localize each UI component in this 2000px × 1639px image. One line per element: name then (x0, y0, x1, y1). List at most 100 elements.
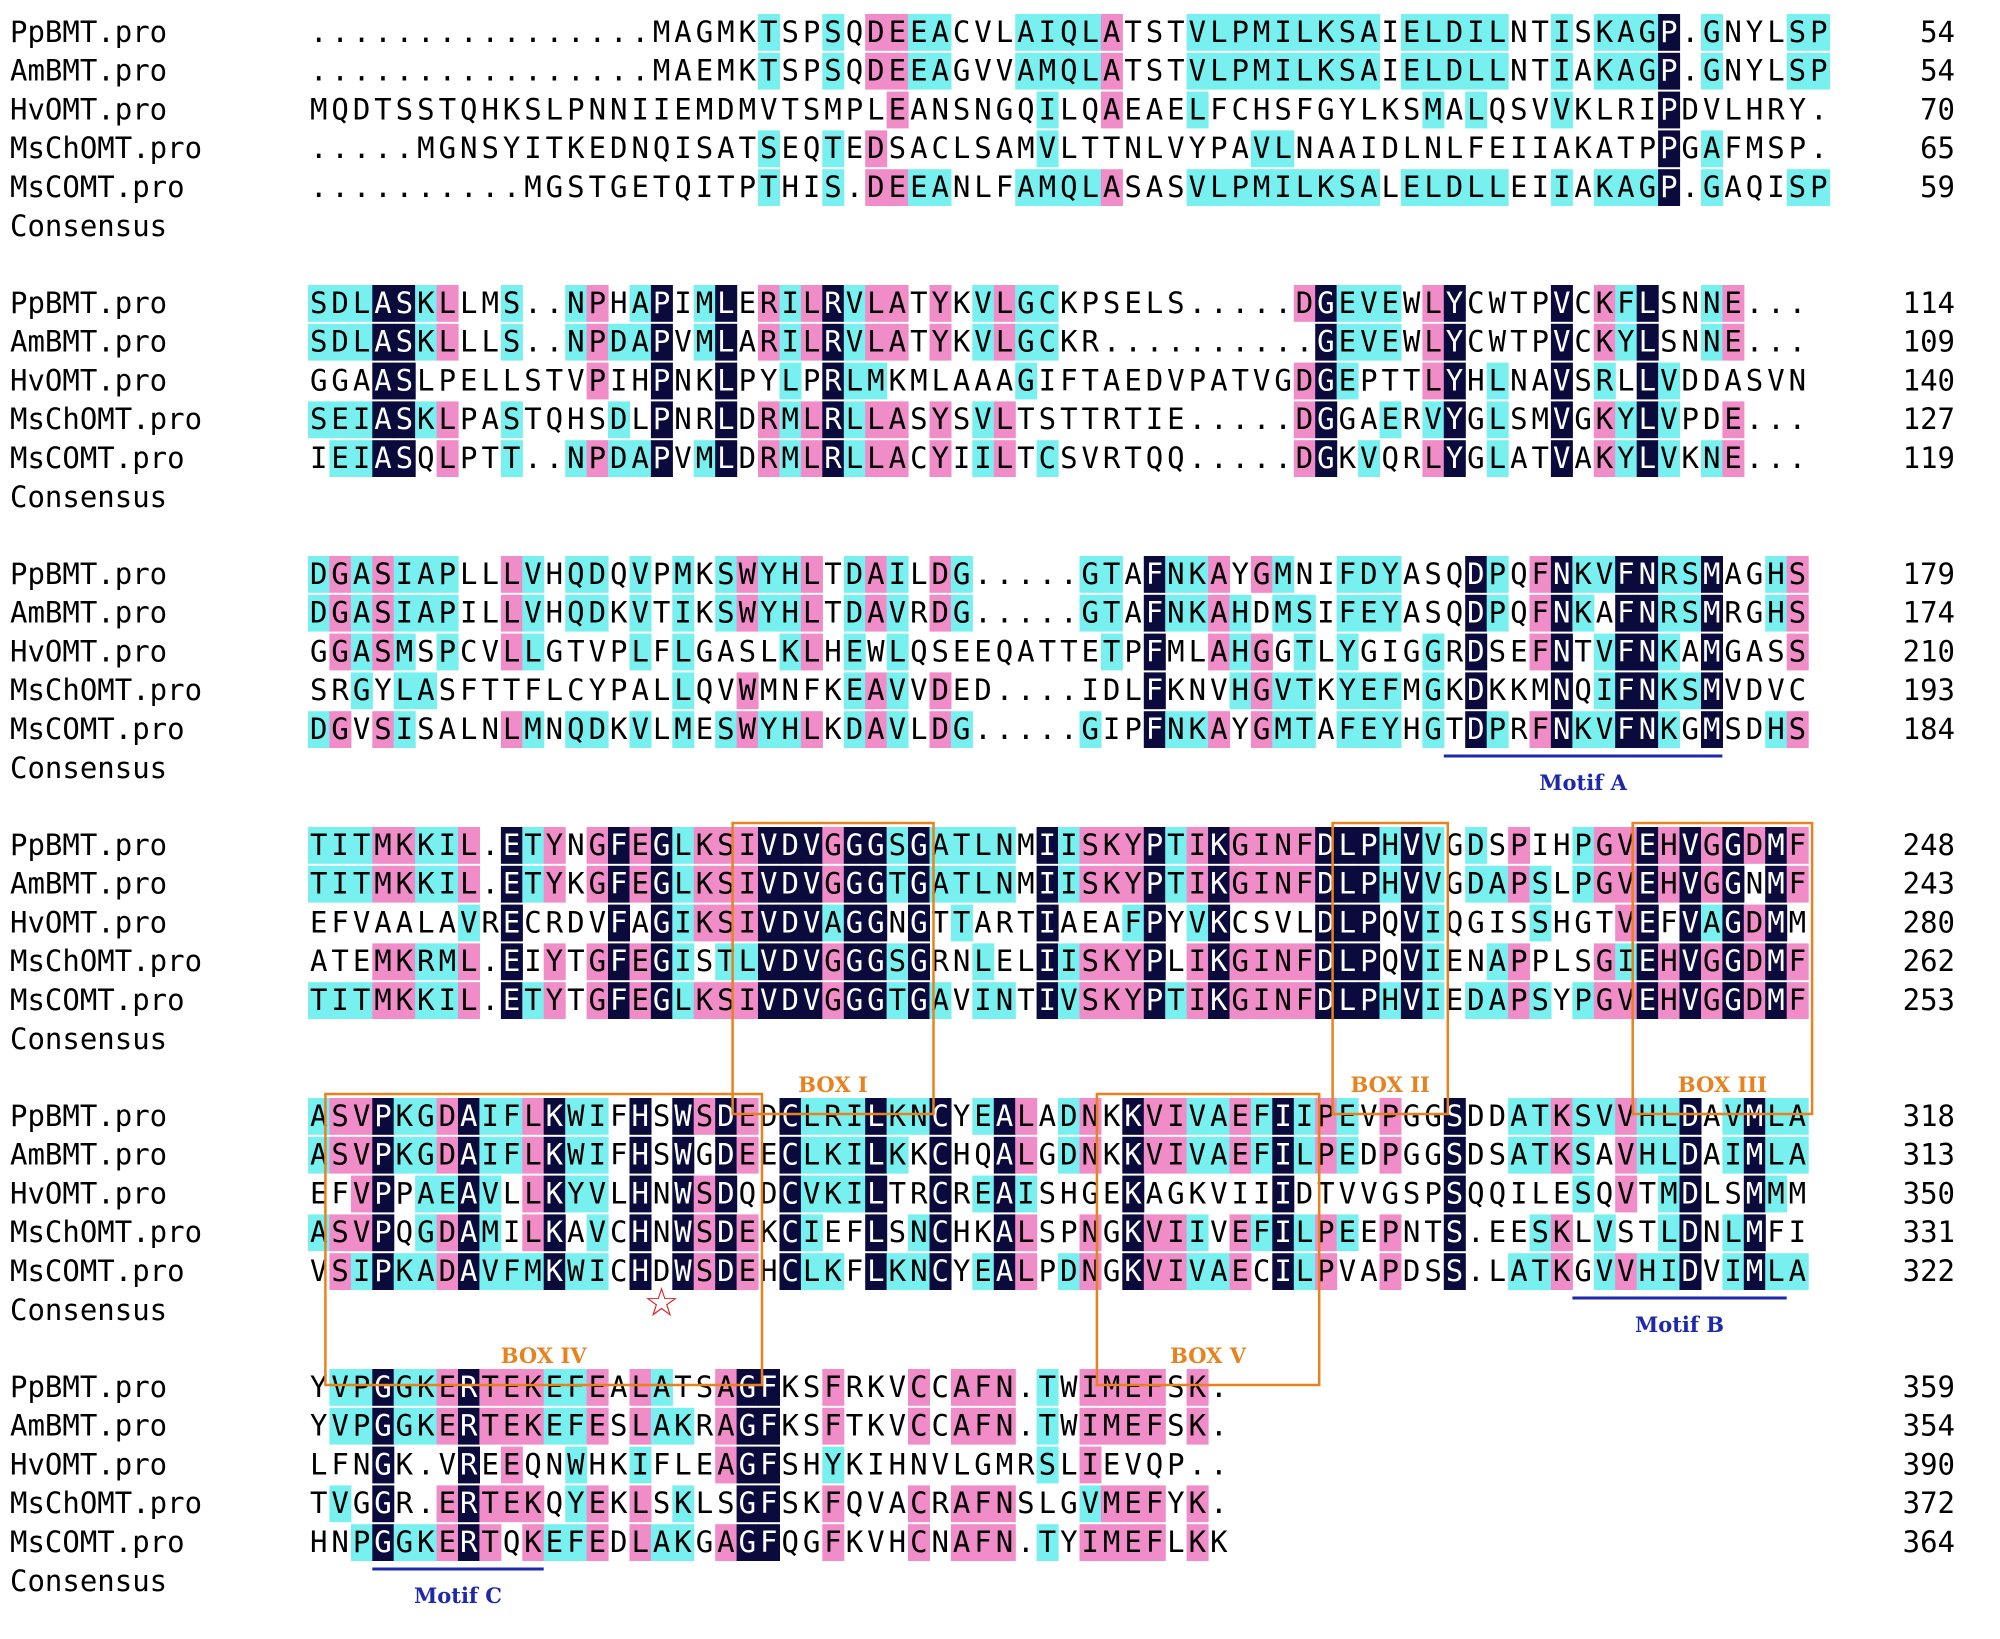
residue-letter: I (1189, 828, 1206, 862)
residue-letter: V (481, 634, 498, 668)
residue-highlight (1336, 556, 1359, 593)
residue-letter: L (1210, 15, 1227, 49)
residue-highlight (929, 594, 952, 632)
residue-highlight (758, 285, 780, 322)
residue-letter: Q (460, 92, 477, 126)
gap-dot: . (1681, 170, 1698, 204)
residue-highlight (393, 982, 416, 1019)
residue-letter: N (546, 712, 563, 746)
residue-letter: M (1703, 634, 1720, 668)
residue-letter: S (889, 131, 906, 165)
residue-letter: D (1446, 15, 1463, 49)
residue-letter: T (524, 983, 541, 1017)
residue-letter: P (803, 54, 820, 88)
residue-letter: G (353, 673, 370, 707)
gap-dot: . (1810, 92, 1827, 126)
residue-letter: D (1467, 867, 1484, 901)
residue-letter: D (589, 596, 606, 630)
residue-letter: A (1017, 15, 1034, 49)
residue-highlight (308, 827, 330, 864)
residue-letter: G (653, 828, 670, 862)
residue-letter: G (1424, 712, 1441, 746)
residue-letter: A (1489, 944, 1506, 978)
residue-letter: K (1210, 944, 1228, 978)
residue-highlight (1379, 711, 1402, 748)
residue-letter: L (1039, 1486, 1056, 1520)
residue-letter: N (1424, 131, 1441, 165)
residue-letter: I (460, 596, 477, 630)
residue-letter: A (460, 1254, 477, 1288)
residue-letter: K (1596, 325, 1614, 359)
residue-letter: H (1231, 596, 1248, 630)
residue-highlight (779, 711, 802, 748)
residue-highlight (1701, 169, 1723, 206)
residue-letter: V (803, 867, 820, 901)
residue-letter: K (1060, 286, 1078, 320)
residue-letter: Y (1339, 634, 1356, 668)
residue-letter: D (1703, 363, 1720, 397)
residue-letter: C (931, 1254, 948, 1288)
residue-count: 140 (1903, 363, 1955, 397)
residue-letter: M (1746, 1254, 1763, 1288)
residue-letter: K (1574, 596, 1592, 630)
residue-letter: V (803, 983, 820, 1017)
residue-highlight (1336, 285, 1359, 322)
residue-count: 350 (1903, 1176, 1955, 1210)
residue-letter: A (739, 325, 756, 359)
residue-letter: I (1424, 944, 1441, 978)
residue-letter: E (1639, 983, 1656, 1017)
residue-letter: V (674, 325, 691, 359)
residue-highlight (1229, 672, 1252, 710)
residue-letter: D (310, 712, 327, 746)
gap-dot: . (1210, 286, 1227, 320)
residue-highlight (329, 401, 352, 439)
residue-highlight (393, 633, 416, 671)
residue-highlight (843, 401, 866, 439)
residue-highlight (350, 285, 373, 322)
residue-letter: G (1167, 1176, 1184, 1210)
residue-letter: I (1767, 170, 1784, 204)
residue-letter: E (1639, 828, 1656, 862)
residue-letter: F (1253, 1138, 1270, 1172)
residue-letter: T (567, 634, 584, 668)
residue-letter: A (1103, 15, 1120, 49)
sequence-name: HvOMT.pro (10, 1447, 167, 1481)
gap-dot: . (1767, 286, 1784, 320)
residue-letter: L (460, 286, 477, 320)
residue-letter: P (460, 441, 477, 475)
residue-letter: T (1531, 15, 1548, 49)
residue-highlight (929, 52, 952, 90)
residue-highlight (972, 323, 995, 361)
residue-letter: G (1253, 673, 1270, 707)
residue-letter: M (374, 828, 391, 862)
gap-dot: . (353, 15, 370, 49)
residue-highlight (886, 672, 909, 710)
residue-letter: P (1810, 15, 1827, 49)
residue-highlight (1443, 169, 1466, 206)
gap-dot: . (1789, 441, 1806, 475)
residue-highlight (1615, 594, 1638, 632)
residue-highlight (929, 401, 952, 439)
residue-highlight (436, 285, 459, 322)
residue-letter: L (803, 712, 820, 746)
residue-letter: G (331, 596, 348, 630)
residue-highlight (1636, 169, 1659, 206)
residue-letter: V (1210, 1215, 1227, 1249)
residue-highlight (608, 440, 630, 477)
residue-letter: S (1081, 867, 1098, 901)
residue-letter: F (1339, 596, 1356, 630)
residue-letter: E (1339, 1138, 1356, 1172)
residue-letter: A (1210, 596, 1227, 630)
residue-letter: G (331, 634, 348, 668)
residue-letter: G (824, 867, 841, 901)
gap-dot: . (353, 131, 370, 165)
residue-highlight (522, 633, 545, 671)
residue-letter: V (353, 712, 370, 746)
residue-letter: K (396, 1138, 414, 1172)
residue-letter: G (589, 983, 606, 1017)
residue-letter: V (1681, 867, 1698, 901)
residue-letter: P (1381, 1138, 1398, 1172)
residue-highlight (1336, 594, 1359, 632)
residue-highlight (586, 865, 609, 903)
residue-letter: K (417, 1370, 435, 1404)
